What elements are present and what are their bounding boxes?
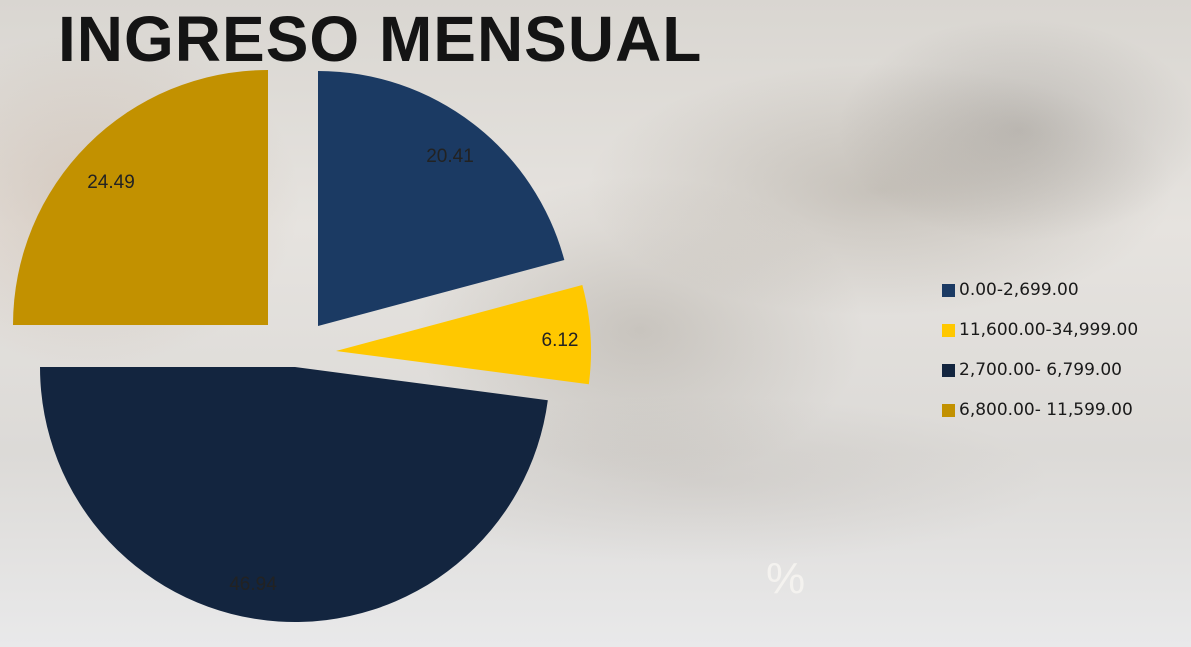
slice-data-label: 24.49 bbox=[87, 172, 135, 193]
legend-swatch-icon bbox=[942, 283, 955, 297]
pie-slice-4 bbox=[13, 70, 268, 325]
legend-label: 0.00-2,699.00 bbox=[959, 280, 1079, 300]
legend-item-0-2699: 0.00-2,699.00 bbox=[942, 270, 1187, 310]
percent-unit-label: % bbox=[766, 554, 806, 603]
pie-slice-2 bbox=[336, 285, 591, 385]
legend-item-2700-6799: 2,700.00- 6,799.00 bbox=[942, 350, 1187, 390]
slice-data-label: 6.12 bbox=[542, 330, 579, 351]
pie-slice-1 bbox=[318, 71, 565, 326]
legend-label: 2,700.00- 6,799.00 bbox=[959, 360, 1122, 380]
legend-swatch-icon bbox=[942, 323, 955, 337]
slice-data-label: 46.94 bbox=[229, 574, 277, 595]
legend-item-11600-34999: 11,600.00-34,999.00 bbox=[942, 310, 1187, 350]
chart-legend: 0.00-2,699.00 11,600.00-34,999.00 2,700.… bbox=[942, 270, 1187, 430]
legend-item-6800-11599: 6,800.00- 11,599.00 bbox=[942, 390, 1187, 430]
pie-slice-3 bbox=[40, 367, 548, 623]
legend-swatch-icon bbox=[942, 403, 955, 417]
legend-swatch-icon bbox=[942, 363, 955, 377]
legend-label: 6,800.00- 11,599.00 bbox=[959, 400, 1133, 420]
legend-label: 11,600.00-34,999.00 bbox=[959, 320, 1139, 340]
slice-data-label: 20.41 bbox=[426, 146, 474, 167]
chart-title: INGRESO MENSUAL bbox=[58, 3, 703, 75]
